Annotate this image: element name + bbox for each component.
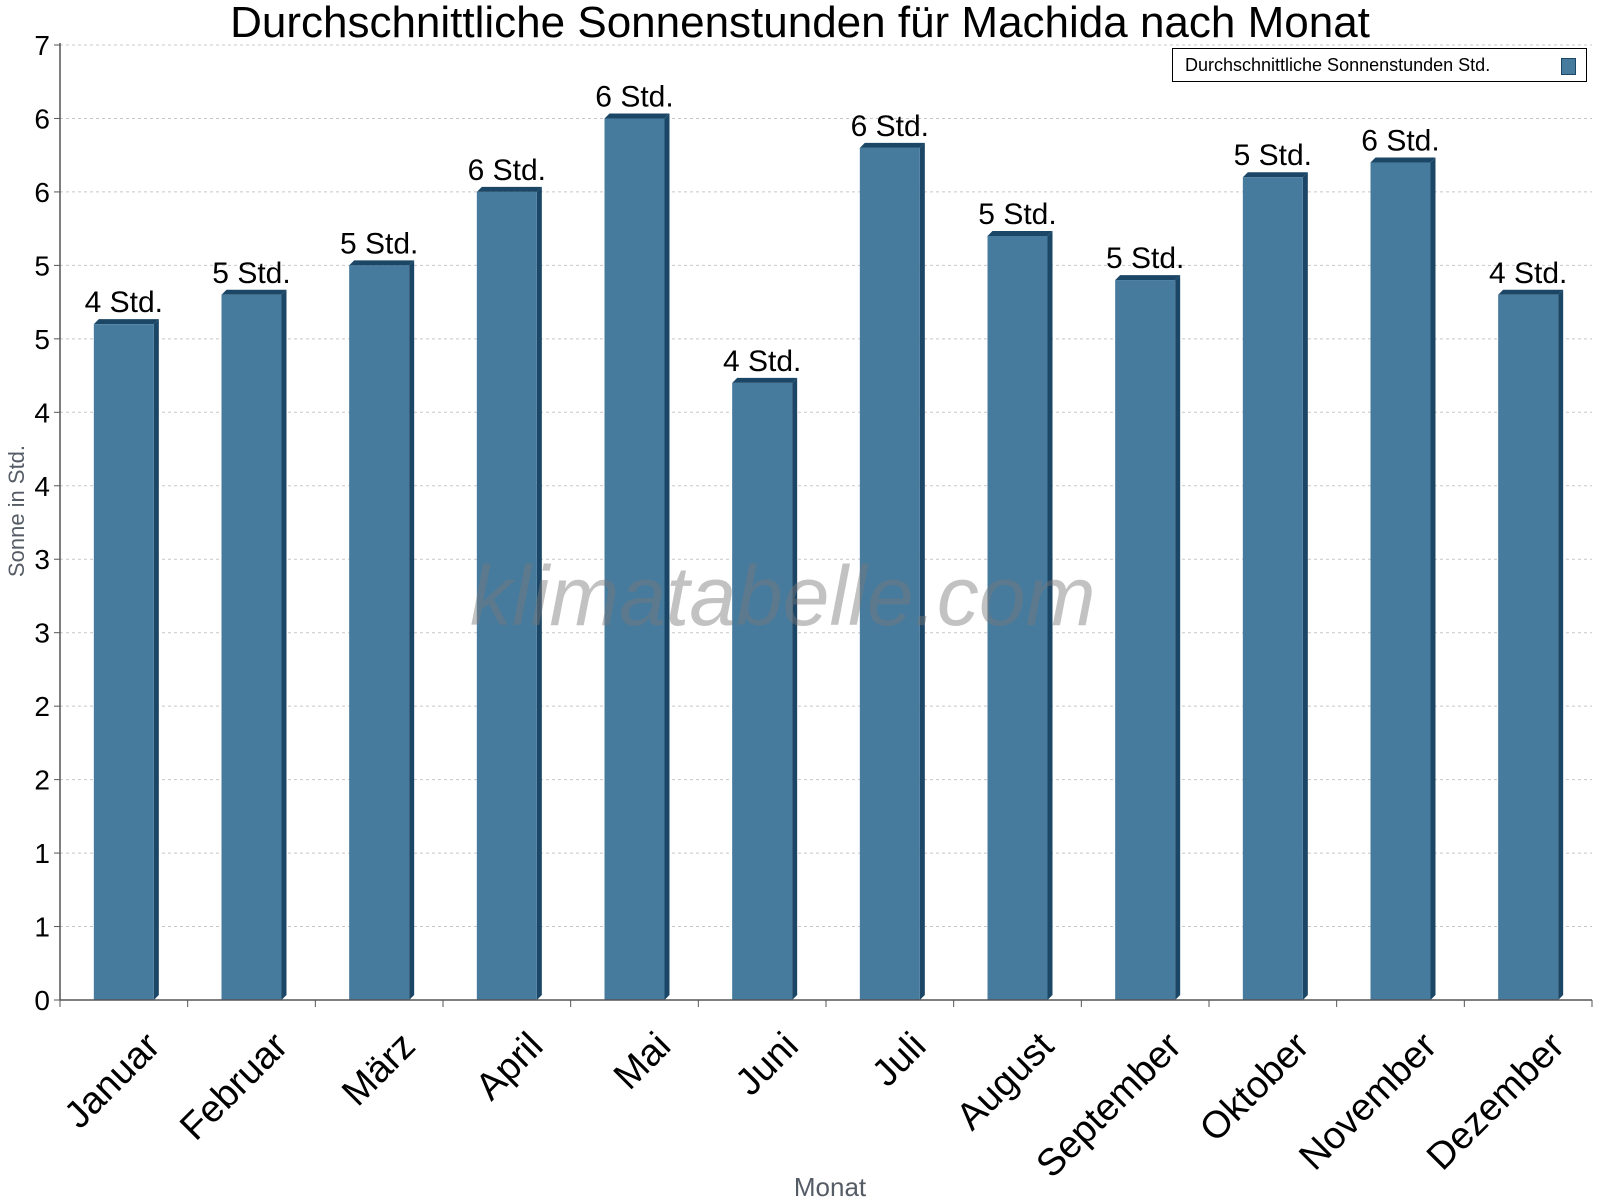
x-tick-label: Dezember — [1419, 1025, 1573, 1179]
bar-side — [1047, 231, 1053, 1000]
x-axis-title: Monat — [793, 1172, 867, 1202]
bar-value-label: 5 Std. — [212, 257, 290, 290]
y-axis-title: Sonne in Std. — [4, 444, 29, 578]
watermark: klimatabelle.com — [470, 549, 1096, 643]
bar — [1370, 162, 1431, 1001]
chart-title: Durchschnittliche Sonnenstunden für Mach… — [230, 0, 1370, 47]
bar-value-label: 5 Std. — [1106, 242, 1184, 275]
y-tick-label: 1 — [34, 838, 50, 869]
bar-side — [153, 319, 159, 1001]
bar-top — [859, 142, 925, 148]
bar — [987, 236, 1048, 1000]
bar-side — [281, 289, 287, 1000]
bar-side — [409, 260, 415, 1000]
bar-value-label: 6 Std. — [468, 154, 546, 187]
x-tick-label: Januar — [57, 1025, 169, 1137]
bar-side — [1430, 157, 1436, 1001]
bar-value-label: 6 Std. — [595, 80, 673, 113]
y-tick-label: 4 — [34, 471, 50, 502]
legend-swatch — [1561, 58, 1576, 75]
bar — [476, 191, 537, 1000]
y-tick-label: 5 — [34, 250, 50, 281]
x-tick-label: Juli — [864, 1025, 934, 1095]
bar — [604, 118, 665, 1000]
x-tick-label: Mai — [606, 1025, 679, 1098]
bar-value-label: 5 Std. — [340, 227, 418, 260]
bar-top — [93, 319, 159, 325]
bar-value-label: 4 Std. — [1489, 257, 1567, 290]
bar — [859, 147, 920, 1000]
bar-top — [987, 231, 1053, 236]
bar-series — [93, 113, 1564, 1001]
bar-value-label: 4 Std. — [723, 345, 801, 378]
bar-side — [536, 186, 542, 1000]
legend-label: Durchschnittliche Sonnenstunden Std. — [1185, 55, 1491, 75]
bar-side — [792, 377, 798, 1000]
bar-value-label: 4 Std. — [85, 286, 163, 319]
bar — [93, 324, 154, 1001]
data-labels: 4 Std. 5 Std. 5 Std. 6 Std. 6 Std. 4 Std. 6 St… — [85, 80, 1568, 377]
bar — [349, 265, 410, 1000]
bar-side — [1558, 289, 1564, 1000]
bar-top — [1370, 157, 1436, 163]
bar-side — [664, 113, 670, 1000]
bar-top — [476, 186, 542, 192]
bar — [1242, 177, 1303, 1000]
y-tick-label: 6 — [34, 177, 50, 208]
x-tick-label: Juni — [728, 1025, 807, 1104]
bar-value-label: 6 Std. — [851, 110, 929, 143]
bar-side — [919, 142, 925, 1000]
x-tick-label: November — [1291, 1025, 1445, 1179]
bar-top — [221, 289, 287, 295]
bar-value-label: 5 Std. — [978, 198, 1056, 231]
bar-top — [1498, 289, 1564, 295]
bar-side — [1175, 275, 1181, 1001]
y-tick-label: 0 — [34, 985, 50, 1016]
x-tick-label: April — [468, 1025, 551, 1108]
bar-value-label: 6 Std. — [1361, 125, 1439, 158]
legend: Durchschnittliche Sonnenstunden Std. — [1172, 48, 1587, 82]
x-tick-label: März — [334, 1025, 423, 1114]
y-tick-label: 6 — [34, 103, 50, 134]
y-tick-label: 3 — [34, 544, 50, 575]
y-tick-label: 7 — [34, 30, 50, 61]
x-tick-label: Februar — [172, 1025, 296, 1149]
bar — [1498, 294, 1559, 1000]
bar-top — [1242, 172, 1308, 178]
bar-side — [1302, 172, 1308, 1000]
x-tick-label: August — [949, 1025, 1063, 1139]
bar-top — [349, 260, 415, 266]
bar-value-label: 5 Std. — [1234, 139, 1312, 172]
bar — [732, 382, 793, 1000]
bar-top — [732, 377, 798, 383]
bar-top — [1115, 275, 1181, 281]
y-tick-label: 1 — [34, 912, 50, 943]
y-tick-label: 5 — [34, 324, 50, 355]
bar — [221, 294, 282, 1000]
x-tick-label: Oktober — [1192, 1025, 1318, 1151]
y-tick-label: 2 — [34, 691, 50, 722]
grid-lines — [60, 44, 1592, 928]
y-tick-label: 3 — [34, 618, 50, 649]
y-tick-label: 2 — [34, 765, 50, 796]
bar-top — [604, 113, 670, 119]
y-tick-label: 4 — [34, 397, 50, 428]
bar — [1115, 280, 1176, 1001]
